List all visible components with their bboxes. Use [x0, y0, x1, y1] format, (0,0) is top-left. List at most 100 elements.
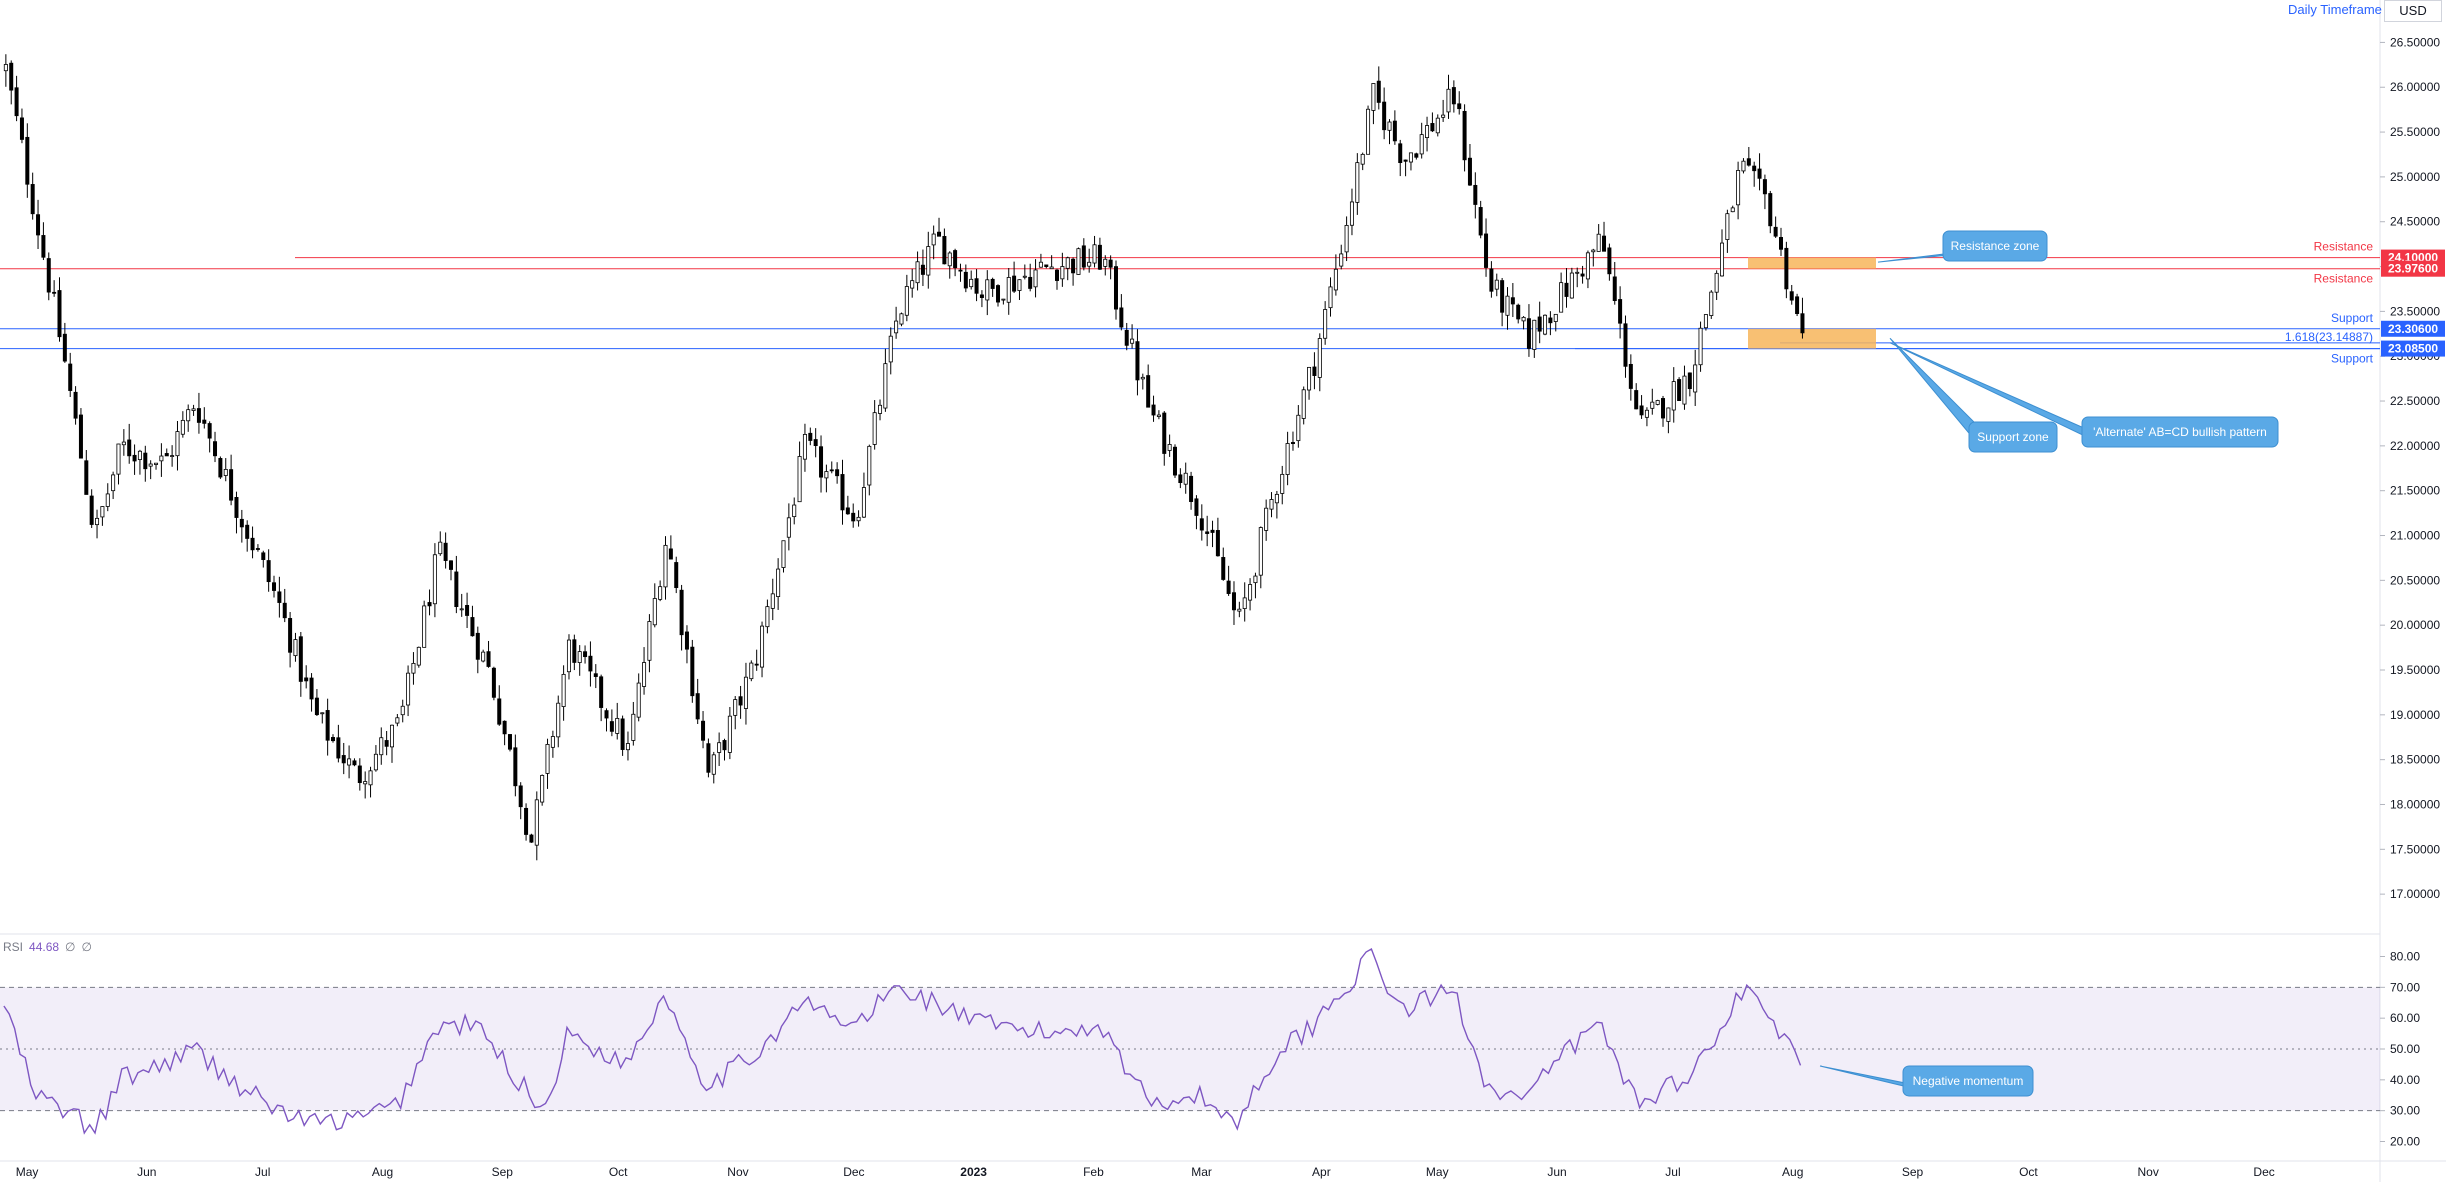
- candle-body: [561, 673, 566, 707]
- candle-body: [438, 541, 443, 555]
- candle-body: [792, 504, 797, 518]
- candle-body: [1703, 314, 1708, 329]
- candle-body: [363, 781, 368, 785]
- candle-body: [1071, 258, 1076, 274]
- candle-body: [1473, 184, 1478, 205]
- candle-body: [357, 765, 362, 784]
- candle-body: [722, 740, 727, 751]
- candle-body: [625, 743, 630, 751]
- candle-body: [577, 651, 582, 663]
- candle-body: [298, 636, 303, 682]
- candle-body: [1768, 193, 1773, 227]
- candle-body: [443, 542, 448, 561]
- price-tick-label: 19.50000: [2390, 663, 2440, 677]
- rsi-legend-extra-2: ∅: [81, 940, 92, 954]
- candle-body: [1146, 375, 1151, 408]
- level-name-label: Support: [2331, 311, 2374, 325]
- level-badge-bg: [2381, 320, 2445, 337]
- price-tick-label: 26.00000: [2390, 80, 2440, 94]
- candle-body: [1264, 507, 1269, 531]
- candle-body: [1055, 269, 1060, 281]
- candle-body: [1323, 309, 1328, 339]
- candle-body: [352, 760, 357, 766]
- candle-body: [1242, 597, 1247, 609]
- candle-body: [46, 258, 51, 293]
- candle-body: [1500, 280, 1505, 313]
- candle-body: [819, 446, 824, 478]
- candle-body: [658, 586, 663, 600]
- candle-body: [1205, 531, 1210, 534]
- candle-body: [347, 758, 352, 766]
- rsi-tick-label: 70.00: [2390, 980, 2420, 994]
- currency-selector[interactable]: USD: [2384, 0, 2442, 22]
- candle-body: [1757, 168, 1762, 179]
- candle-body: [1178, 474, 1183, 484]
- candle-body: [990, 278, 995, 289]
- candle-body: [1623, 323, 1628, 367]
- candle-body: [770, 593, 775, 609]
- candle-body: [840, 474, 845, 511]
- time-tick-label: Jun: [137, 1165, 156, 1179]
- candle-body: [143, 452, 148, 470]
- candle-body: [175, 431, 180, 457]
- candle-body: [647, 621, 652, 661]
- candle-body: [277, 591, 282, 603]
- candle-body: [588, 655, 593, 672]
- time-tick-label: Oct: [609, 1165, 628, 1179]
- level-name-label: Support: [2331, 352, 2374, 366]
- rsi-tick-label: 60.00: [2390, 1011, 2420, 1025]
- rsi-tick-label: 30.00: [2390, 1104, 2420, 1118]
- candle-body: [14, 87, 19, 117]
- candle-body: [293, 639, 298, 657]
- candle-body: [320, 712, 325, 715]
- candle-body: [1693, 364, 1698, 393]
- fib-label: 1.618(23.14887): [2285, 330, 2373, 344]
- candle-body: [1682, 375, 1687, 405]
- candle-body: [743, 676, 748, 709]
- candle-body: [738, 696, 743, 706]
- candle-body: [1119, 307, 1124, 328]
- candle-body: [642, 662, 647, 687]
- candle-body: [261, 552, 266, 560]
- rsi-tick-label: 40.00: [2390, 1073, 2420, 1087]
- candle-body: [1215, 530, 1220, 557]
- candle-body: [1231, 592, 1236, 611]
- candle-body: [1226, 580, 1231, 594]
- candle-body: [1677, 379, 1682, 402]
- candle-body: [695, 693, 700, 720]
- candle-body: [1355, 162, 1360, 203]
- price-tick-label: 20.00000: [2390, 618, 2440, 632]
- candle-body: [1285, 443, 1290, 475]
- candle-body: [1585, 252, 1590, 280]
- candle-body: [1505, 295, 1510, 316]
- candle-body: [550, 736, 555, 748]
- candle-body: [797, 456, 802, 503]
- candle-body: [631, 713, 636, 741]
- candle-body: [137, 450, 142, 460]
- time-tick-label: Dec: [843, 1165, 864, 1179]
- candle-body: [475, 632, 480, 660]
- candle-body: [1387, 121, 1392, 131]
- candle-body: [1382, 101, 1387, 131]
- candle-body: [207, 423, 212, 439]
- candle-body: [309, 677, 314, 700]
- candle-body: [1618, 299, 1623, 324]
- candle-body: [1156, 414, 1161, 417]
- candle-body: [73, 391, 78, 419]
- candle-body: [234, 497, 239, 518]
- callout-text: 'Alternate' AB=CD bullish pattern: [2093, 425, 2267, 439]
- candle-body: [459, 608, 464, 611]
- candle-body: [1108, 259, 1113, 268]
- candle-body: [1752, 165, 1757, 172]
- candle-body: [947, 252, 952, 267]
- candle-body: [481, 651, 486, 662]
- candle-body: [540, 775, 545, 803]
- candle-body: [196, 408, 201, 423]
- candle-body: [1012, 275, 1017, 292]
- candle-body: [1130, 338, 1135, 344]
- candle-body: [1087, 261, 1092, 267]
- candle-body: [765, 606, 770, 628]
- candle-body: [497, 698, 502, 725]
- candle-body: [1317, 338, 1322, 378]
- candle-body: [1553, 313, 1558, 322]
